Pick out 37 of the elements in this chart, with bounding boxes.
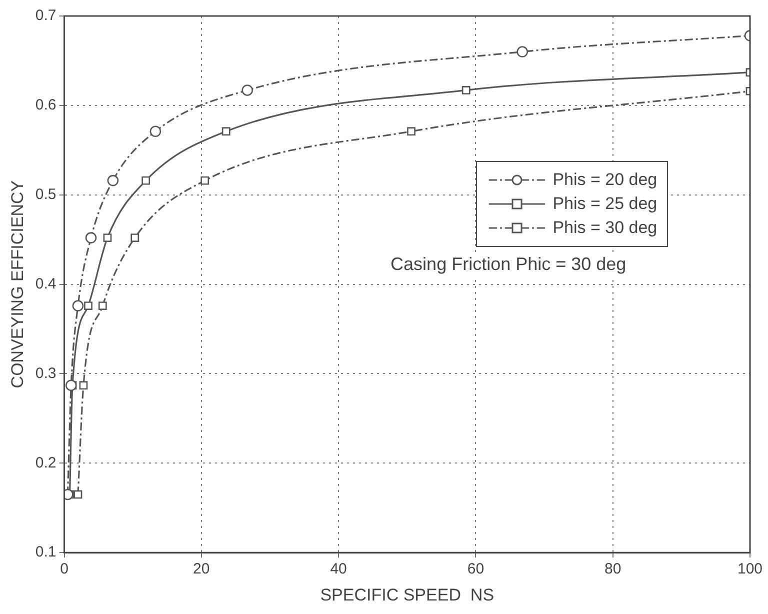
x-tick-label: 60 xyxy=(467,560,484,578)
point xyxy=(74,490,82,499)
point xyxy=(107,174,119,186)
point xyxy=(222,127,230,136)
point xyxy=(130,234,140,242)
y-tick-label: 0.6 xyxy=(35,96,56,114)
annotation: Casing Friction Phic = 30 deg xyxy=(390,254,626,276)
y-tick-label: 0.4 xyxy=(35,275,56,292)
point xyxy=(516,46,528,58)
x-tick-label: 100 xyxy=(737,560,763,578)
point xyxy=(407,127,416,136)
point xyxy=(103,234,112,242)
point xyxy=(150,126,162,138)
point xyxy=(72,300,84,312)
x-axis-title: SPECIFIC SPEED NS xyxy=(320,585,494,604)
point xyxy=(462,86,470,94)
y-tick-label: 0.3 xyxy=(35,364,56,382)
x-tick-label: 80 xyxy=(604,560,622,578)
point xyxy=(242,84,253,96)
point xyxy=(84,302,92,310)
point xyxy=(98,302,107,310)
x-tick-label: 0 xyxy=(60,560,68,578)
y-tick-label: 0.5 xyxy=(35,186,56,204)
legend-label: Phis = 25 deg xyxy=(552,194,658,214)
x-tick-label: 40 xyxy=(330,560,347,578)
point xyxy=(79,381,88,390)
point xyxy=(85,232,97,244)
point xyxy=(65,380,77,392)
point xyxy=(142,176,150,185)
legend-label: Phis = 30 deg xyxy=(552,218,658,238)
y-tick-label: 0.2 xyxy=(35,454,56,472)
y-tick-label: 0.1 xyxy=(35,544,56,561)
legend-label: Phis = 20 deg xyxy=(552,170,658,190)
point xyxy=(200,176,210,185)
x-tick-label: 20 xyxy=(193,560,210,578)
y-tick-label: 0.7 xyxy=(35,7,56,24)
y-axis-title: CONVEYING EFFICIENCY xyxy=(8,180,27,388)
